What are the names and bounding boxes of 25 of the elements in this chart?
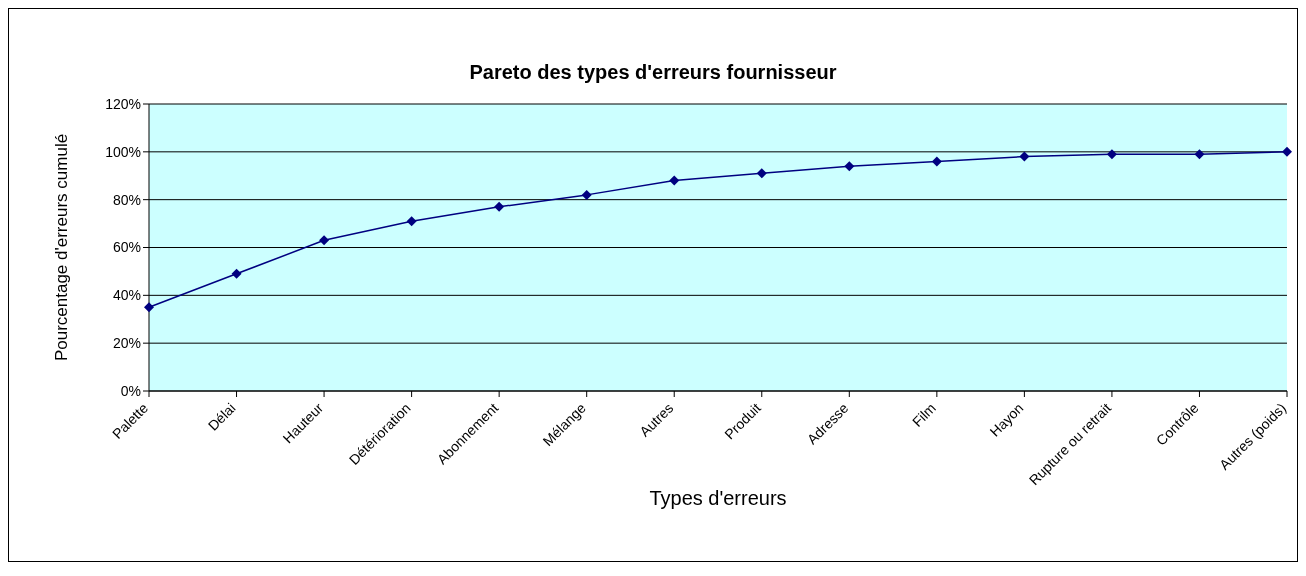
point — [756, 168, 767, 179]
x-axis-title: Types d'erreurs — [649, 487, 787, 510]
chart-title: Pareto des types d'erreurs fournisseur — [468, 61, 838, 84]
y-tick-label: 0% — [120, 382, 141, 399]
point — [1194, 149, 1205, 160]
y-tick-label: 60% — [112, 239, 141, 256]
point — [669, 175, 680, 186]
point — [1106, 149, 1117, 160]
x-tick-label: Film — [908, 399, 939, 430]
point — [844, 161, 855, 172]
y-tick-label: 100% — [105, 143, 141, 160]
point — [406, 216, 417, 227]
point — [581, 189, 592, 200]
y-axis-title: Pourcentage d'erreurs cumulé — [52, 133, 72, 362]
y-tick-label: 20% — [112, 335, 141, 352]
point — [231, 268, 242, 279]
point — [319, 235, 330, 246]
point — [931, 156, 942, 167]
point — [494, 201, 505, 212]
point — [1019, 151, 1030, 162]
y-tick-label: 40% — [112, 287, 141, 304]
point — [144, 302, 154, 313]
y-tick-label: 80% — [112, 191, 141, 208]
y-tick-label: 120% — [105, 95, 141, 112]
point — [1282, 146, 1292, 157]
